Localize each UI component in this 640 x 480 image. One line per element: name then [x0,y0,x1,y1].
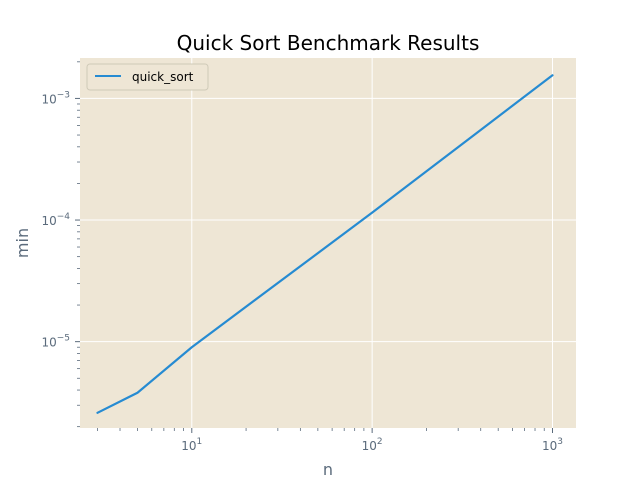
chart-title: Quick Sort Benchmark Results [177,31,480,55]
x-axis-label: n [323,460,333,479]
legend-label-quick-sort: quick_sort [132,70,194,84]
x-tick-label: 103 [542,437,563,453]
y-axis-label: min [13,228,32,258]
series-line-quick-sort [96,74,554,414]
legend: quick_sort [86,63,209,91]
grid [80,58,576,428]
y-tick-label: 10−5 [41,334,70,350]
minor-ticks [77,61,545,431]
y-tick-label: 10−4 [41,212,70,228]
x-tick-label: 102 [362,437,383,453]
tick-labels: 101 102 103 10−5 10−4 10−3 [41,90,563,453]
legend-box [86,63,209,91]
y-tick-label: 10−3 [41,90,70,106]
x-tick-label: 101 [181,437,202,453]
series-layer [96,74,554,414]
major-ticks [75,97,553,433]
